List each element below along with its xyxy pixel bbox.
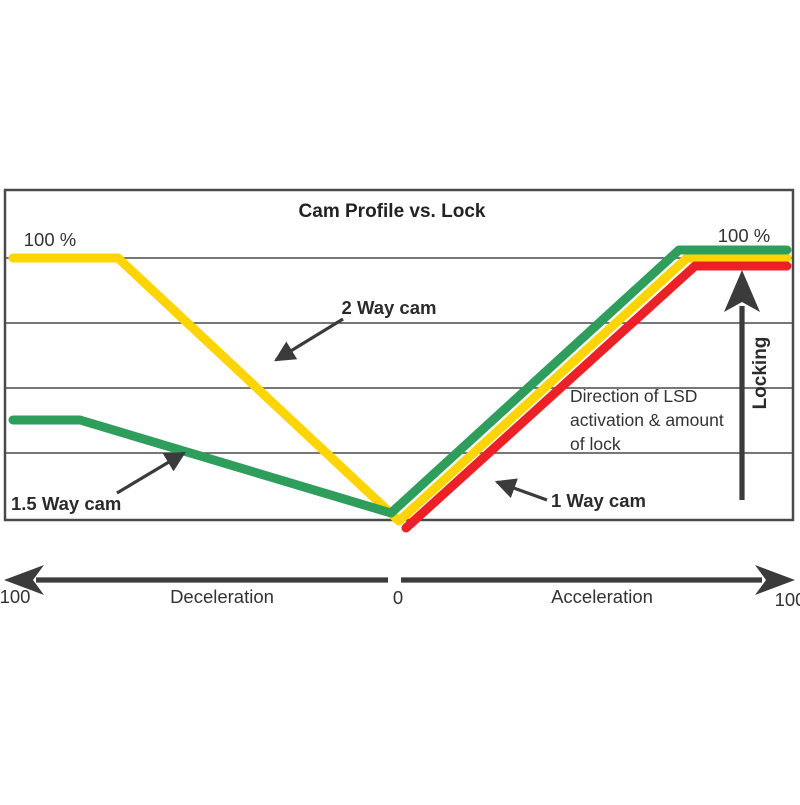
one-five-way-pointer-arrow bbox=[116, 451, 186, 495]
direction-note: Direction of LSD activation & amount of … bbox=[570, 386, 729, 454]
locking-arrowhead-icon bbox=[724, 270, 760, 312]
x-axis-left-max-label: 100 bbox=[0, 586, 30, 607]
one-way-cam-line bbox=[401, 261, 792, 533]
deceleration-label: Deceleration bbox=[170, 586, 274, 607]
two-way-cam-label: 2 Way cam bbox=[342, 297, 437, 318]
two-way-cam-line bbox=[8, 253, 792, 526]
x-axis-right-arrowhead-icon bbox=[755, 565, 795, 595]
one-five-way-cam-label: 1.5 Way cam bbox=[11, 493, 121, 514]
left-100pct-label: 100 % bbox=[24, 229, 76, 250]
x-axis-right-max-label: 100 bbox=[775, 589, 800, 610]
two-way-pointer-arrow bbox=[274, 317, 344, 362]
chart-title: Cam Profile vs. Lock bbox=[299, 201, 486, 222]
one-way-pointer-arrow bbox=[494, 478, 548, 502]
locking-label: Locking bbox=[750, 337, 771, 410]
one-way-cam-label: 1 Way cam bbox=[551, 490, 646, 511]
plot-border bbox=[3, 188, 795, 522]
x-axis-left-arrowhead-icon bbox=[4, 565, 44, 595]
one-five-way-cam-line bbox=[8, 245, 792, 518]
x-axis-zero-label: 0 bbox=[393, 587, 403, 608]
acceleration-label: Acceleration bbox=[551, 586, 653, 607]
right-100pct-label: 100 % bbox=[718, 225, 770, 246]
